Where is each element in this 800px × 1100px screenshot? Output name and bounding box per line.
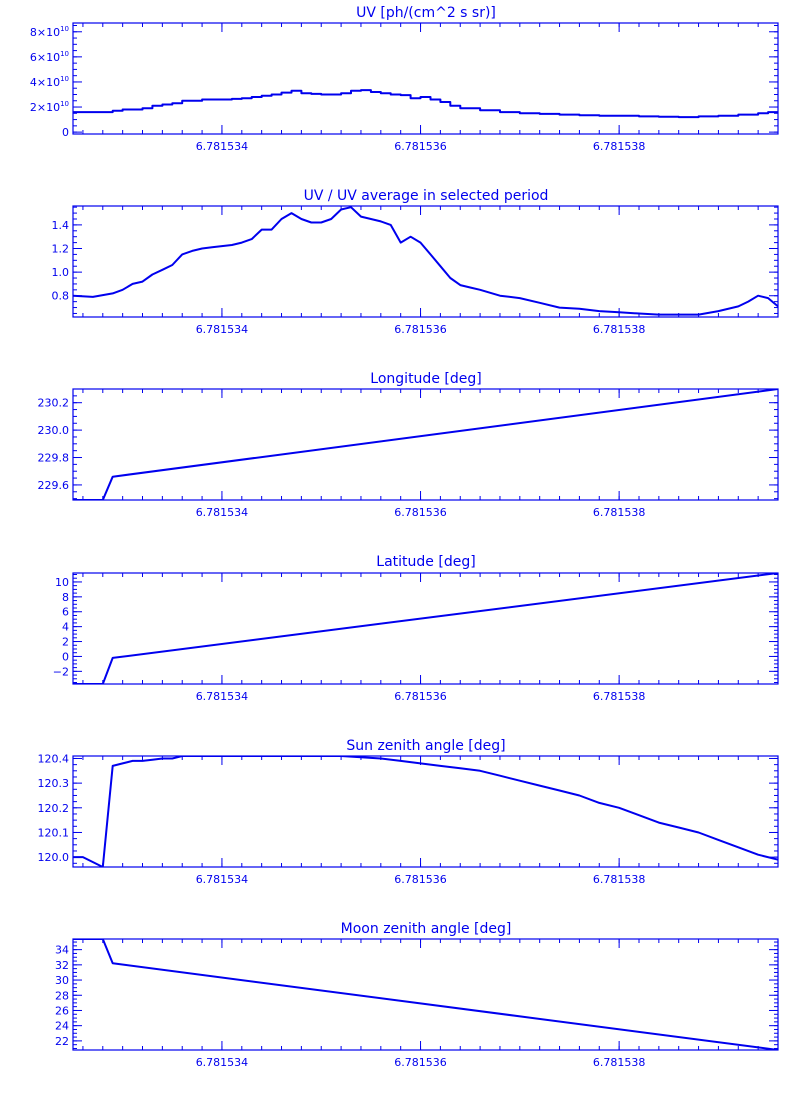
y-tick-label: 229.8 xyxy=(38,452,70,465)
y-tick-label: 120.3 xyxy=(38,777,70,790)
panel-longitude: Longitude [deg] 6.781534 6.781536 6.781538… xyxy=(38,371,779,519)
y-tick-label: 34 xyxy=(55,944,69,957)
y-tick-label: 4×1010 xyxy=(30,75,69,89)
panel-title-uv-ratio: UV / UV average in selected period xyxy=(304,188,549,204)
panel-sun-zenith: Sun zenith angle [deg] 6.781534 6.781536 6… xyxy=(38,738,779,886)
panel-moon-zenith: Moon zenith angle [deg] 6.781534 6.781536… xyxy=(55,921,779,1069)
y-tick-label: 10 xyxy=(55,576,69,589)
x-tick-label: 6.781534 xyxy=(196,873,249,886)
x-tick-label: 6.781536 xyxy=(394,1056,447,1069)
y-tick-label: 4 xyxy=(62,621,69,634)
x-tick-label: 6.781534 xyxy=(196,506,249,519)
x-tick-label: 6.781534 xyxy=(196,1056,249,1069)
x-tick-label: 6.781538 xyxy=(593,323,646,336)
y-tick-label: 28 xyxy=(55,989,69,1002)
x-tick-label: 6.781538 xyxy=(593,873,646,886)
y-tick-label: −2 xyxy=(53,665,69,678)
series-line xyxy=(73,389,778,500)
series-line xyxy=(73,939,778,1050)
y-tick-label: 30 xyxy=(55,974,69,987)
plot-frame-sun-zenith xyxy=(72,755,779,868)
y-tick-label: 229.6 xyxy=(38,479,70,492)
y-tick-label: 230.0 xyxy=(38,424,70,437)
y-tick-label: 2×1010 xyxy=(30,100,69,114)
x-tick-label: 6.781536 xyxy=(394,140,447,153)
y-tick-label: 8 xyxy=(62,591,69,604)
y-tick-label: 8×1010 xyxy=(30,25,69,39)
x-tick-label: 6.781538 xyxy=(593,506,646,519)
plot-frame-longitude xyxy=(72,388,779,501)
plot-marks-longitude: 6.781534 6.781536 6.781538 229.6 229.8 230.0 2… xyxy=(38,388,779,519)
y-tick-label: 24 xyxy=(55,1020,69,1033)
y-tick-label: 1.0 xyxy=(52,266,70,279)
y-tick-label: 230.2 xyxy=(38,397,70,410)
plot-frame-latitude xyxy=(72,572,779,685)
y-tick-label: 0 xyxy=(62,126,69,139)
x-tick-label: 6.781536 xyxy=(394,323,447,336)
y-tick-label: 6 xyxy=(62,606,69,619)
series-line xyxy=(73,206,778,316)
y-tick-label: 2 xyxy=(62,636,69,649)
x-tick-label: 6.781538 xyxy=(593,690,646,703)
panel-title-longitude: Longitude [deg] xyxy=(370,371,481,387)
y-tick-label: 120.2 xyxy=(38,802,70,815)
y-tick-label: 0.8 xyxy=(52,290,70,303)
y-tick-label: 26 xyxy=(55,1004,69,1017)
y-tick-label: 6×1010 xyxy=(30,50,69,64)
y-tick-label: 32 xyxy=(55,959,69,972)
panel-latitude: Latitude [deg] 6.781534 6.781536 6.781538 −… xyxy=(53,554,779,703)
series-line xyxy=(73,89,778,119)
x-tick-label: 6.781538 xyxy=(593,1056,646,1069)
x-tick-label: 6.781536 xyxy=(394,873,447,886)
plot-marks-uv-ratio: 6.781534 6.781536 6.781538 0.8 1.0 1.2 1.4 xyxy=(52,206,779,336)
plot-marks-uv: 6.781534 6.781536 6.781538 0 2×1010 4×1010 6×1… xyxy=(30,23,779,153)
panel-title-sun-zenith: Sun zenith angle [deg] xyxy=(346,738,505,754)
x-tick-label: 6.781534 xyxy=(196,323,249,336)
x-tick-label: 6.781536 xyxy=(394,506,447,519)
y-tick-label: 1.2 xyxy=(52,243,70,256)
series-line xyxy=(73,756,778,867)
panel-uv: UV [ph/(cm^2 s sr)] 6.781534 6.781536 6.78… xyxy=(30,5,779,153)
panel-title-uv: UV [ph/(cm^2 s sr)] xyxy=(356,5,496,21)
panel-title-latitude: Latitude [deg] xyxy=(376,554,475,570)
y-tick-label: 120.0 xyxy=(38,851,70,864)
plot-marks-latitude: 6.781534 6.781536 6.781538 −2 02 4 6 8 10 xyxy=(53,573,779,703)
x-tick-label: 6.781536 xyxy=(394,690,447,703)
x-tick-label: 6.781534 xyxy=(196,690,249,703)
plot-frame-moon-zenith xyxy=(72,938,779,1051)
y-tick-label: 120.1 xyxy=(38,826,70,839)
series-line xyxy=(73,573,778,684)
plot-marks-sun-zenith: 6.781534 6.781536 6.781538 120.0 120.1 120.2 1… xyxy=(38,752,779,886)
y-tick-label: 120.4 xyxy=(38,752,70,765)
y-tick-label: 22 xyxy=(55,1035,69,1048)
y-tick-label: 0 xyxy=(62,650,69,663)
x-tick-label: 6.781534 xyxy=(196,140,249,153)
plot-frame-uv-ratio xyxy=(72,205,779,318)
plot-frame-uv xyxy=(72,22,779,135)
y-tick-label: 1.4 xyxy=(52,219,70,232)
x-tick-label: 6.781538 xyxy=(593,140,646,153)
plot-marks-moon-zenith: 6.781534 6.781536 6.781538 22 24 26 28 30 32 34 xyxy=(55,939,779,1069)
panel-uv-ratio: UV / UV average in selected period 6.781… xyxy=(52,188,779,336)
panel-title-moon-zenith: Moon zenith angle [deg] xyxy=(341,921,512,937)
